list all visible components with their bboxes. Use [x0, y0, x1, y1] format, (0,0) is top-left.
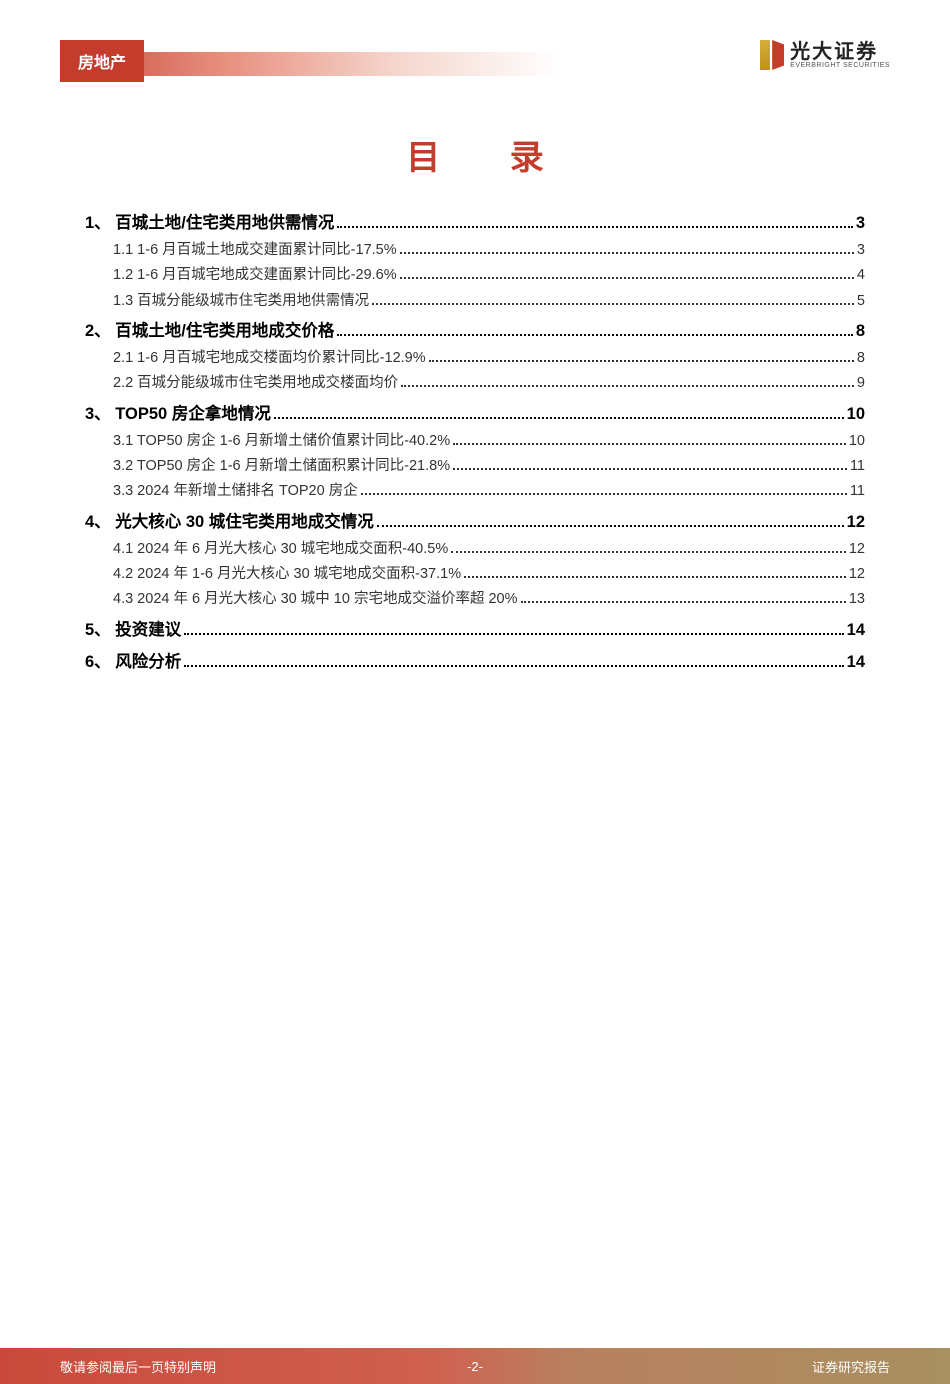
toc-entry[interactable]: 5、 投资建议 14	[85, 616, 865, 645]
toc-page-number: 8	[856, 317, 865, 346]
toc-entry[interactable]: 4.1 2024 年 6 月光大核心 30 城宅地成交面积-40.5% 12	[85, 537, 865, 562]
logo-name-en: EVERBRIGHT SECURITIES	[790, 62, 890, 69]
toc-label: 2.2 百城分能级城市住宅类用地成交楼面均价	[113, 371, 398, 396]
page-title: 目 录	[376, 139, 573, 177]
toc-leader-dots	[453, 443, 846, 445]
toc-entry[interactable]: 1.2 1-6 月百城宅地成交建面累计同比-29.6% 4	[85, 263, 865, 288]
toc-page-number: 11	[850, 454, 865, 479]
toc-leader-dots	[453, 468, 847, 470]
toc-label: 6、 风险分析	[85, 648, 181, 677]
toc-leader-dots	[337, 226, 852, 228]
toc-leader-dots	[361, 493, 847, 495]
toc-page-number: 3	[856, 209, 865, 238]
toc-leader-dots	[521, 601, 846, 603]
toc-leader-dots	[337, 334, 852, 336]
toc-entry[interactable]: 2、 百城土地/住宅类用地成交价格 8	[85, 317, 865, 346]
toc-page-number: 12	[849, 537, 865, 562]
toc-entry[interactable]: 4.3 2024 年 6 月光大核心 30 城中 10 宗宅地成交溢价率超 20…	[85, 587, 865, 612]
toc-label: 4、 光大核心 30 城住宅类用地成交情况	[85, 508, 374, 537]
toc-entry[interactable]: 1、 百城土地/住宅类用地供需情况 3	[85, 209, 865, 238]
toc-label: 2、 百城土地/住宅类用地成交价格	[85, 317, 334, 346]
toc-entry[interactable]: 4.2 2024 年 1-6 月光大核心 30 城宅地成交面积-37.1% 12	[85, 562, 865, 587]
toc-label: 1.1 1-6 月百城土地成交建面累计同比-17.5%	[113, 238, 397, 263]
toc-label: 1.3 百城分能级城市住宅类用地供需情况	[113, 289, 369, 314]
toc-entry[interactable]: 2.2 百城分能级城市住宅类用地成交楼面均价 9	[85, 371, 865, 396]
table-of-contents: 1、 百城土地/住宅类用地供需情况 31.1 1-6 月百城土地成交建面累计同比…	[85, 209, 865, 676]
toc-page-number: 9	[857, 371, 865, 396]
toc-leader-dots	[464, 576, 846, 578]
toc-page-number: 10	[849, 429, 865, 454]
toc-entry[interactable]: 2.1 1-6 月百城宅地成交楼面均价累计同比-12.9% 8	[85, 346, 865, 371]
toc-leader-dots	[184, 665, 843, 667]
toc-label: 4.1 2024 年 6 月光大核心 30 城宅地成交面积-40.5%	[113, 537, 448, 562]
toc-leader-dots	[377, 525, 844, 527]
toc-entry[interactable]: 3.2 TOP50 房企 1-6 月新增土储面积累计同比-21.8% 11	[85, 454, 865, 479]
toc-leader-dots	[400, 277, 854, 279]
toc-entry[interactable]: 3.3 2024 年新增土储排名 TOP20 房企 11	[85, 479, 865, 504]
toc-leader-dots	[451, 551, 846, 553]
toc-leader-dots	[372, 303, 854, 305]
toc-page-number: 5	[857, 289, 865, 314]
toc-entry[interactable]: 6、 风险分析 14	[85, 648, 865, 677]
toc-entry[interactable]: 3.1 TOP50 房企 1-6 月新增土储价值累计同比-40.2% 10	[85, 429, 865, 454]
brand-logo: 光大证券 EVERBRIGHT SECURITIES	[760, 40, 890, 70]
logo-icon	[760, 40, 784, 70]
toc-label: 4.2 2024 年 1-6 月光大核心 30 城宅地成交面积-37.1%	[113, 562, 461, 587]
toc-leader-dots	[274, 417, 844, 419]
footer-page-number: -2-	[337, 1359, 614, 1374]
toc-page-number: 13	[849, 587, 865, 612]
logo-name-cn: 光大证券	[790, 42, 890, 62]
toc-entry[interactable]: 1.3 百城分能级城市住宅类用地供需情况 5	[85, 289, 865, 314]
toc-page-number: 12	[849, 562, 865, 587]
toc-page-number: 4	[857, 263, 865, 288]
toc-page-number: 11	[850, 479, 865, 504]
toc-label: 1、 百城土地/住宅类用地供需情况	[85, 209, 334, 238]
toc-page-number: 3	[857, 238, 865, 263]
logo-text: 光大证券 EVERBRIGHT SECURITIES	[790, 42, 890, 69]
toc-page-number: 8	[857, 346, 865, 371]
page-header: 房地产 光大证券 EVERBRIGHT SECURITIES	[0, 40, 950, 85]
toc-page-number: 14	[847, 648, 865, 677]
toc-label: 4.3 2024 年 6 月光大核心 30 城中 10 宗宅地成交溢价率超 20…	[113, 587, 518, 612]
toc-entry[interactable]: 4、 光大核心 30 城住宅类用地成交情况 12	[85, 508, 865, 537]
toc-label: 3.3 2024 年新增土储排名 TOP20 房企	[113, 479, 358, 504]
toc-entry[interactable]: 1.1 1-6 月百城土地成交建面累计同比-17.5% 3	[85, 238, 865, 263]
toc-leader-dots	[429, 360, 854, 362]
page-footer: 敬请参阅最后一页特别声明 -2- 证券研究报告	[0, 1348, 950, 1384]
toc-label: 3.1 TOP50 房企 1-6 月新增土储价值累计同比-40.2%	[113, 429, 450, 454]
toc-leader-dots	[400, 252, 854, 254]
toc-label: 2.1 1-6 月百城宅地成交楼面均价累计同比-12.9%	[113, 346, 426, 371]
toc-entry[interactable]: 3、 TOP50 房企拿地情况 10	[85, 400, 865, 429]
toc-label: 5、 投资建议	[85, 616, 181, 645]
category-tab: 房地产	[60, 40, 144, 82]
toc-page-number: 14	[847, 616, 865, 645]
toc-leader-dots	[184, 633, 843, 635]
toc-label: 3.2 TOP50 房企 1-6 月新增土储面积累计同比-21.8%	[113, 454, 450, 479]
toc-label: 3、 TOP50 房企拿地情况	[85, 400, 271, 429]
toc-label: 1.2 1-6 月百城宅地成交建面累计同比-29.6%	[113, 263, 397, 288]
toc-page-number: 12	[847, 508, 865, 537]
toc-leader-dots	[401, 385, 854, 387]
toc-page-number: 10	[847, 400, 865, 429]
footer-report-type: 证券研究报告	[613, 1357, 890, 1376]
page-title-area: 目 录	[0, 130, 950, 179]
footer-disclaimer: 敬请参阅最后一页特别声明	[60, 1357, 337, 1376]
